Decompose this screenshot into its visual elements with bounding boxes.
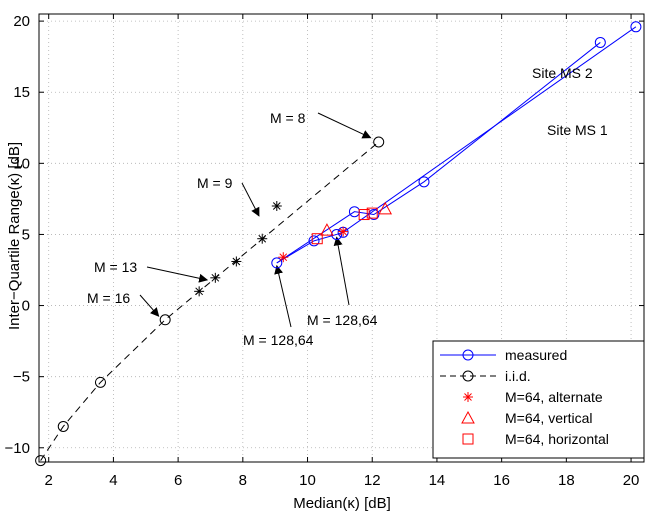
annotation-label: M = 128,64 (243, 332, 314, 348)
x-tick-label: 20 (623, 472, 640, 489)
y-tick-label: −5 (13, 369, 30, 386)
annotation-arrow (317, 112, 372, 139)
x-tick-label: 6 (174, 472, 182, 489)
y-tick-label: 10 (13, 155, 30, 172)
legend-entry-iid: i.i.d. (440, 368, 531, 384)
legend: measured i.i.d. M=64, alternate M=64, ve… (432, 340, 645, 459)
data-point (278, 252, 289, 263)
annotation-label: M = 8 (270, 110, 306, 126)
legend-marker-iid (462, 370, 474, 382)
series-layer (35, 21, 642, 467)
data-point (630, 21, 642, 33)
axis-ticks (39, 14, 644, 462)
legend-label: M=64, vertical (505, 410, 593, 426)
data-point (94, 376, 106, 388)
data-point (320, 223, 334, 236)
series-line (276, 26, 637, 264)
legend-entry-alternate: M=64, alternate (463, 389, 603, 405)
y-tick-label: −10 (5, 440, 30, 457)
annotation-arrow (146, 266, 209, 283)
annotation-arrow (333, 236, 350, 306)
legend-entry-vertical: M=64, vertical (461, 410, 593, 426)
legend-marker-measured (462, 349, 474, 361)
site-label: Site MS 1 (547, 122, 608, 138)
data-point (257, 233, 268, 244)
data-point (358, 209, 370, 221)
data-point (338, 226, 349, 237)
annotation-label: M = 16 (87, 290, 130, 306)
legend-entry-horizontal: M=64, horizontal (462, 431, 609, 447)
y-axis-title: Inter−Quartile Range(κ) [dB] (6, 142, 23, 330)
data-point (159, 314, 171, 326)
data-point (271, 201, 282, 211)
x-tick-label: 14 (429, 472, 446, 489)
annotation-arrows (139, 112, 372, 328)
x-tick-label: 18 (558, 472, 575, 489)
legend-label: M=64, horizontal (505, 431, 609, 447)
site-label: Site MS 2 (532, 65, 593, 81)
annotation-label: M = 9 (197, 175, 233, 191)
annotation-label: M = 13 (94, 259, 137, 275)
y-tick-label: 5 (22, 226, 30, 243)
data-point (311, 233, 323, 245)
data-point (210, 272, 221, 283)
annotation-label: M = 128,64 (307, 312, 378, 328)
x-tick-label: 10 (299, 472, 316, 489)
data-point (194, 286, 205, 297)
legend-marker-square (462, 433, 474, 445)
data-point (378, 201, 393, 215)
plot-frame (38, 13, 645, 463)
data-point (271, 257, 283, 269)
annotation-arrow (241, 182, 260, 217)
annotation-arrow (139, 294, 160, 317)
legend-label: M=64, alternate (505, 389, 603, 405)
data-point (57, 420, 69, 432)
data-point (373, 136, 385, 148)
data-point (418, 176, 430, 188)
series-line (276, 42, 601, 264)
legend-marker-triangle (461, 410, 475, 424)
legend-marker-asterisk (463, 392, 473, 402)
y-tick-label: 20 (13, 13, 30, 30)
legend-entry-measured: measured (440, 347, 567, 363)
y-tick-label: 0 (22, 298, 30, 315)
x-tick-label: 12 (364, 472, 381, 489)
x-tick-label: 8 (239, 472, 247, 489)
legend-label: i.i.d. (505, 368, 531, 384)
x-axis-title: Median(κ) [dB] (293, 495, 391, 512)
y-tick-label: 15 (13, 84, 30, 101)
legend-label: measured (505, 347, 567, 363)
data-point (308, 235, 320, 247)
data-point (594, 36, 606, 48)
x-tick-label: 2 (45, 472, 53, 489)
x-tick-label: 16 (493, 472, 510, 489)
data-point (331, 228, 343, 240)
data-point (35, 455, 47, 467)
data-point (231, 256, 242, 267)
annotation-arrow (274, 264, 292, 328)
x-tick-label: 4 (109, 472, 117, 489)
data-point (366, 207, 378, 219)
